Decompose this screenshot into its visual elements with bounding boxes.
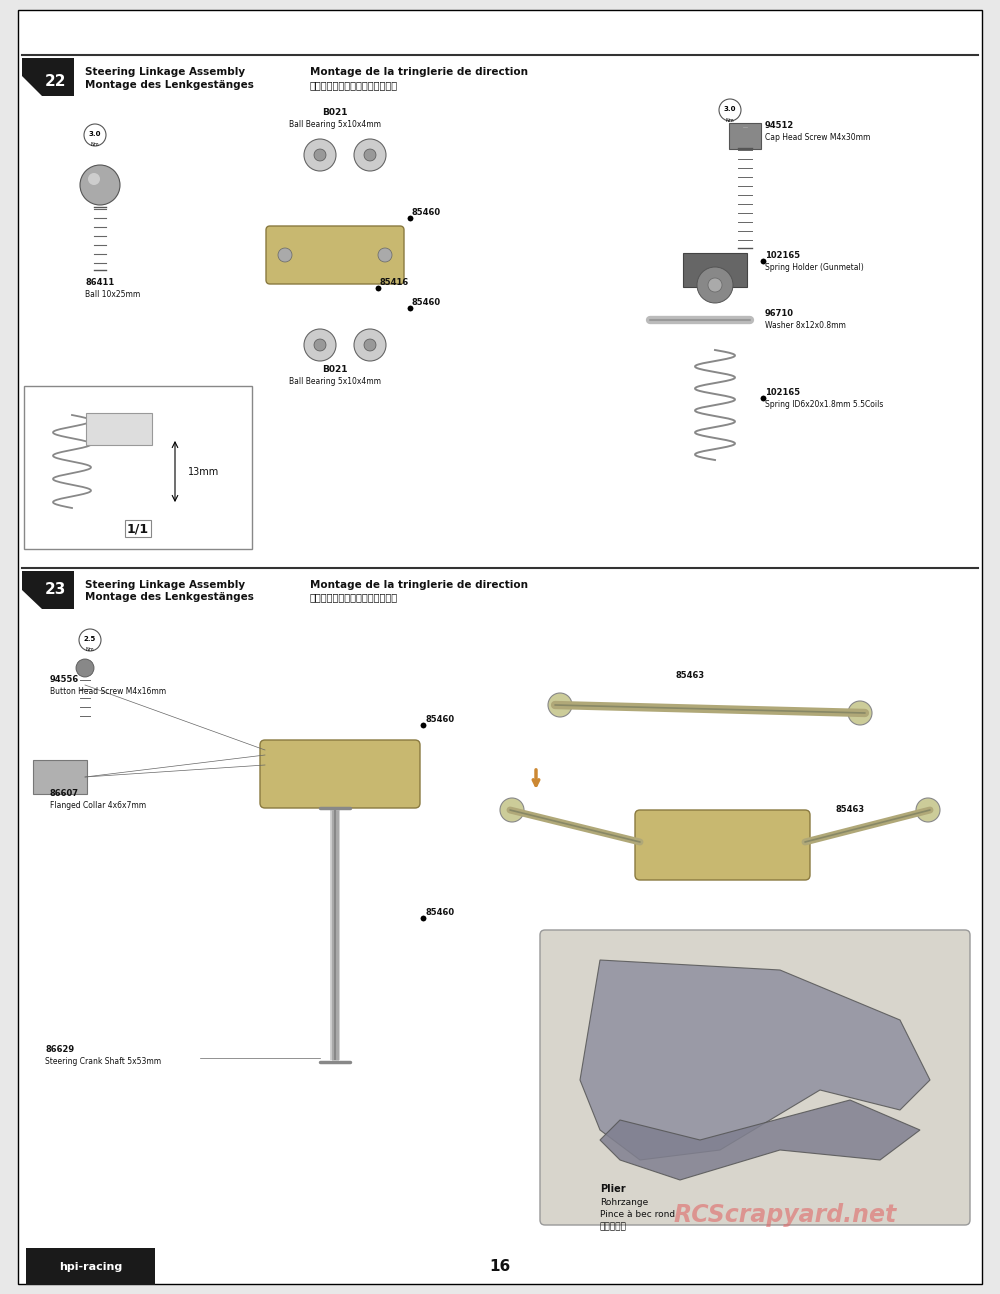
Text: Steering Crank Shaft 5x53mm: Steering Crank Shaft 5x53mm bbox=[45, 1057, 161, 1066]
Circle shape bbox=[80, 166, 120, 204]
Text: 85463: 85463 bbox=[835, 805, 864, 814]
Polygon shape bbox=[580, 960, 930, 1159]
Text: RCScrapyard.net: RCScrapyard.net bbox=[673, 1203, 897, 1227]
FancyBboxPatch shape bbox=[86, 413, 152, 445]
FancyBboxPatch shape bbox=[729, 123, 761, 149]
Circle shape bbox=[84, 124, 106, 146]
Text: 3.0: 3.0 bbox=[89, 131, 101, 137]
FancyBboxPatch shape bbox=[635, 810, 810, 880]
Text: 16: 16 bbox=[489, 1259, 511, 1275]
Text: Ball Bearing 5x10x4mm: Ball Bearing 5x10x4mm bbox=[289, 120, 381, 129]
Text: Montage des Lenkgestänges: Montage des Lenkgestänges bbox=[85, 80, 254, 91]
FancyBboxPatch shape bbox=[18, 10, 982, 1284]
FancyBboxPatch shape bbox=[260, 740, 420, 807]
Circle shape bbox=[500, 798, 524, 822]
Text: 23: 23 bbox=[44, 582, 66, 598]
Circle shape bbox=[916, 798, 940, 822]
Circle shape bbox=[697, 267, 733, 303]
Polygon shape bbox=[22, 590, 42, 609]
Text: hpi-racing: hpi-racing bbox=[59, 1262, 122, 1272]
Text: 2.5: 2.5 bbox=[84, 635, 96, 642]
Polygon shape bbox=[22, 76, 42, 96]
Circle shape bbox=[278, 248, 292, 261]
Text: 85460: 85460 bbox=[425, 716, 454, 725]
Ellipse shape bbox=[364, 339, 376, 351]
Text: B021: B021 bbox=[322, 107, 348, 116]
Text: 85460: 85460 bbox=[425, 908, 454, 917]
Text: 1/1: 1/1 bbox=[127, 521, 149, 534]
Text: Montage des Lenkgestänges: Montage des Lenkgestänges bbox=[85, 591, 254, 602]
Text: 85416: 85416 bbox=[380, 278, 409, 287]
Text: Steering Linkage Assembly: Steering Linkage Assembly bbox=[85, 580, 245, 590]
Ellipse shape bbox=[314, 339, 326, 351]
Circle shape bbox=[719, 100, 741, 122]
Text: 3.0: 3.0 bbox=[724, 106, 736, 113]
Text: Cap Head Screw M4x30mm: Cap Head Screw M4x30mm bbox=[765, 133, 870, 142]
Circle shape bbox=[378, 248, 392, 261]
Text: Ball Bearing 5x10x4mm: Ball Bearing 5x10x4mm bbox=[289, 377, 381, 386]
Text: プライヤー: プライヤー bbox=[600, 1222, 627, 1231]
FancyBboxPatch shape bbox=[22, 571, 74, 609]
Text: Flanged Collar 4x6x7mm: Flanged Collar 4x6x7mm bbox=[50, 801, 146, 810]
Text: Plier: Plier bbox=[600, 1184, 626, 1194]
Text: 86607: 86607 bbox=[50, 789, 79, 798]
FancyBboxPatch shape bbox=[266, 226, 404, 283]
Text: Montage de la tringlerie de direction: Montage de la tringlerie de direction bbox=[310, 580, 528, 590]
Circle shape bbox=[88, 173, 100, 185]
Text: 102165: 102165 bbox=[765, 388, 800, 397]
FancyBboxPatch shape bbox=[33, 760, 87, 795]
FancyBboxPatch shape bbox=[26, 1247, 155, 1285]
Text: 94512: 94512 bbox=[765, 122, 794, 129]
FancyBboxPatch shape bbox=[683, 254, 747, 287]
FancyBboxPatch shape bbox=[22, 58, 74, 96]
Text: Ball 10x25mm: Ball 10x25mm bbox=[85, 290, 140, 299]
Text: ステアリングリンケージの組立て: ステアリングリンケージの組立て bbox=[310, 591, 398, 602]
Text: 86411: 86411 bbox=[85, 278, 114, 287]
Text: Montage de la tringlerie de direction: Montage de la tringlerie de direction bbox=[310, 67, 528, 78]
Ellipse shape bbox=[354, 329, 386, 361]
Text: ステアリングリンケージの組立て: ステアリングリンケージの組立て bbox=[310, 80, 398, 91]
Text: 85460: 85460 bbox=[412, 208, 441, 217]
Text: 86629: 86629 bbox=[45, 1046, 74, 1055]
Text: Nm: Nm bbox=[726, 118, 734, 123]
Text: 96710: 96710 bbox=[765, 309, 794, 318]
Ellipse shape bbox=[364, 149, 376, 160]
Ellipse shape bbox=[304, 138, 336, 171]
Circle shape bbox=[548, 694, 572, 717]
Text: 13mm: 13mm bbox=[188, 467, 219, 477]
Text: Button Head Screw M4x16mm: Button Head Screw M4x16mm bbox=[50, 687, 166, 696]
Circle shape bbox=[79, 629, 101, 651]
Text: 94556: 94556 bbox=[50, 675, 79, 685]
Text: Spring ID6x20x1.8mm 5.5Coils: Spring ID6x20x1.8mm 5.5Coils bbox=[765, 400, 883, 409]
Polygon shape bbox=[600, 1100, 920, 1180]
Text: Washer 8x12x0.8mm: Washer 8x12x0.8mm bbox=[765, 321, 846, 330]
FancyBboxPatch shape bbox=[24, 386, 252, 549]
Text: 102165: 102165 bbox=[765, 251, 800, 260]
Text: Nm: Nm bbox=[86, 647, 94, 652]
Ellipse shape bbox=[354, 138, 386, 171]
Text: Rohrzange: Rohrzange bbox=[600, 1198, 648, 1207]
Text: 85463: 85463 bbox=[675, 672, 705, 681]
Text: Steering Linkage Assembly: Steering Linkage Assembly bbox=[85, 67, 245, 78]
Circle shape bbox=[848, 701, 872, 725]
Text: Nm: Nm bbox=[91, 142, 99, 148]
Text: Pince à bec rond: Pince à bec rond bbox=[600, 1210, 675, 1219]
FancyBboxPatch shape bbox=[540, 930, 970, 1225]
Text: B021: B021 bbox=[322, 365, 348, 374]
Text: 22: 22 bbox=[44, 75, 66, 89]
Ellipse shape bbox=[304, 329, 336, 361]
Ellipse shape bbox=[314, 149, 326, 160]
Text: Spring Holder (Gunmetal): Spring Holder (Gunmetal) bbox=[765, 263, 864, 272]
Circle shape bbox=[708, 278, 722, 292]
Circle shape bbox=[76, 659, 94, 677]
Text: 85460: 85460 bbox=[412, 298, 441, 307]
